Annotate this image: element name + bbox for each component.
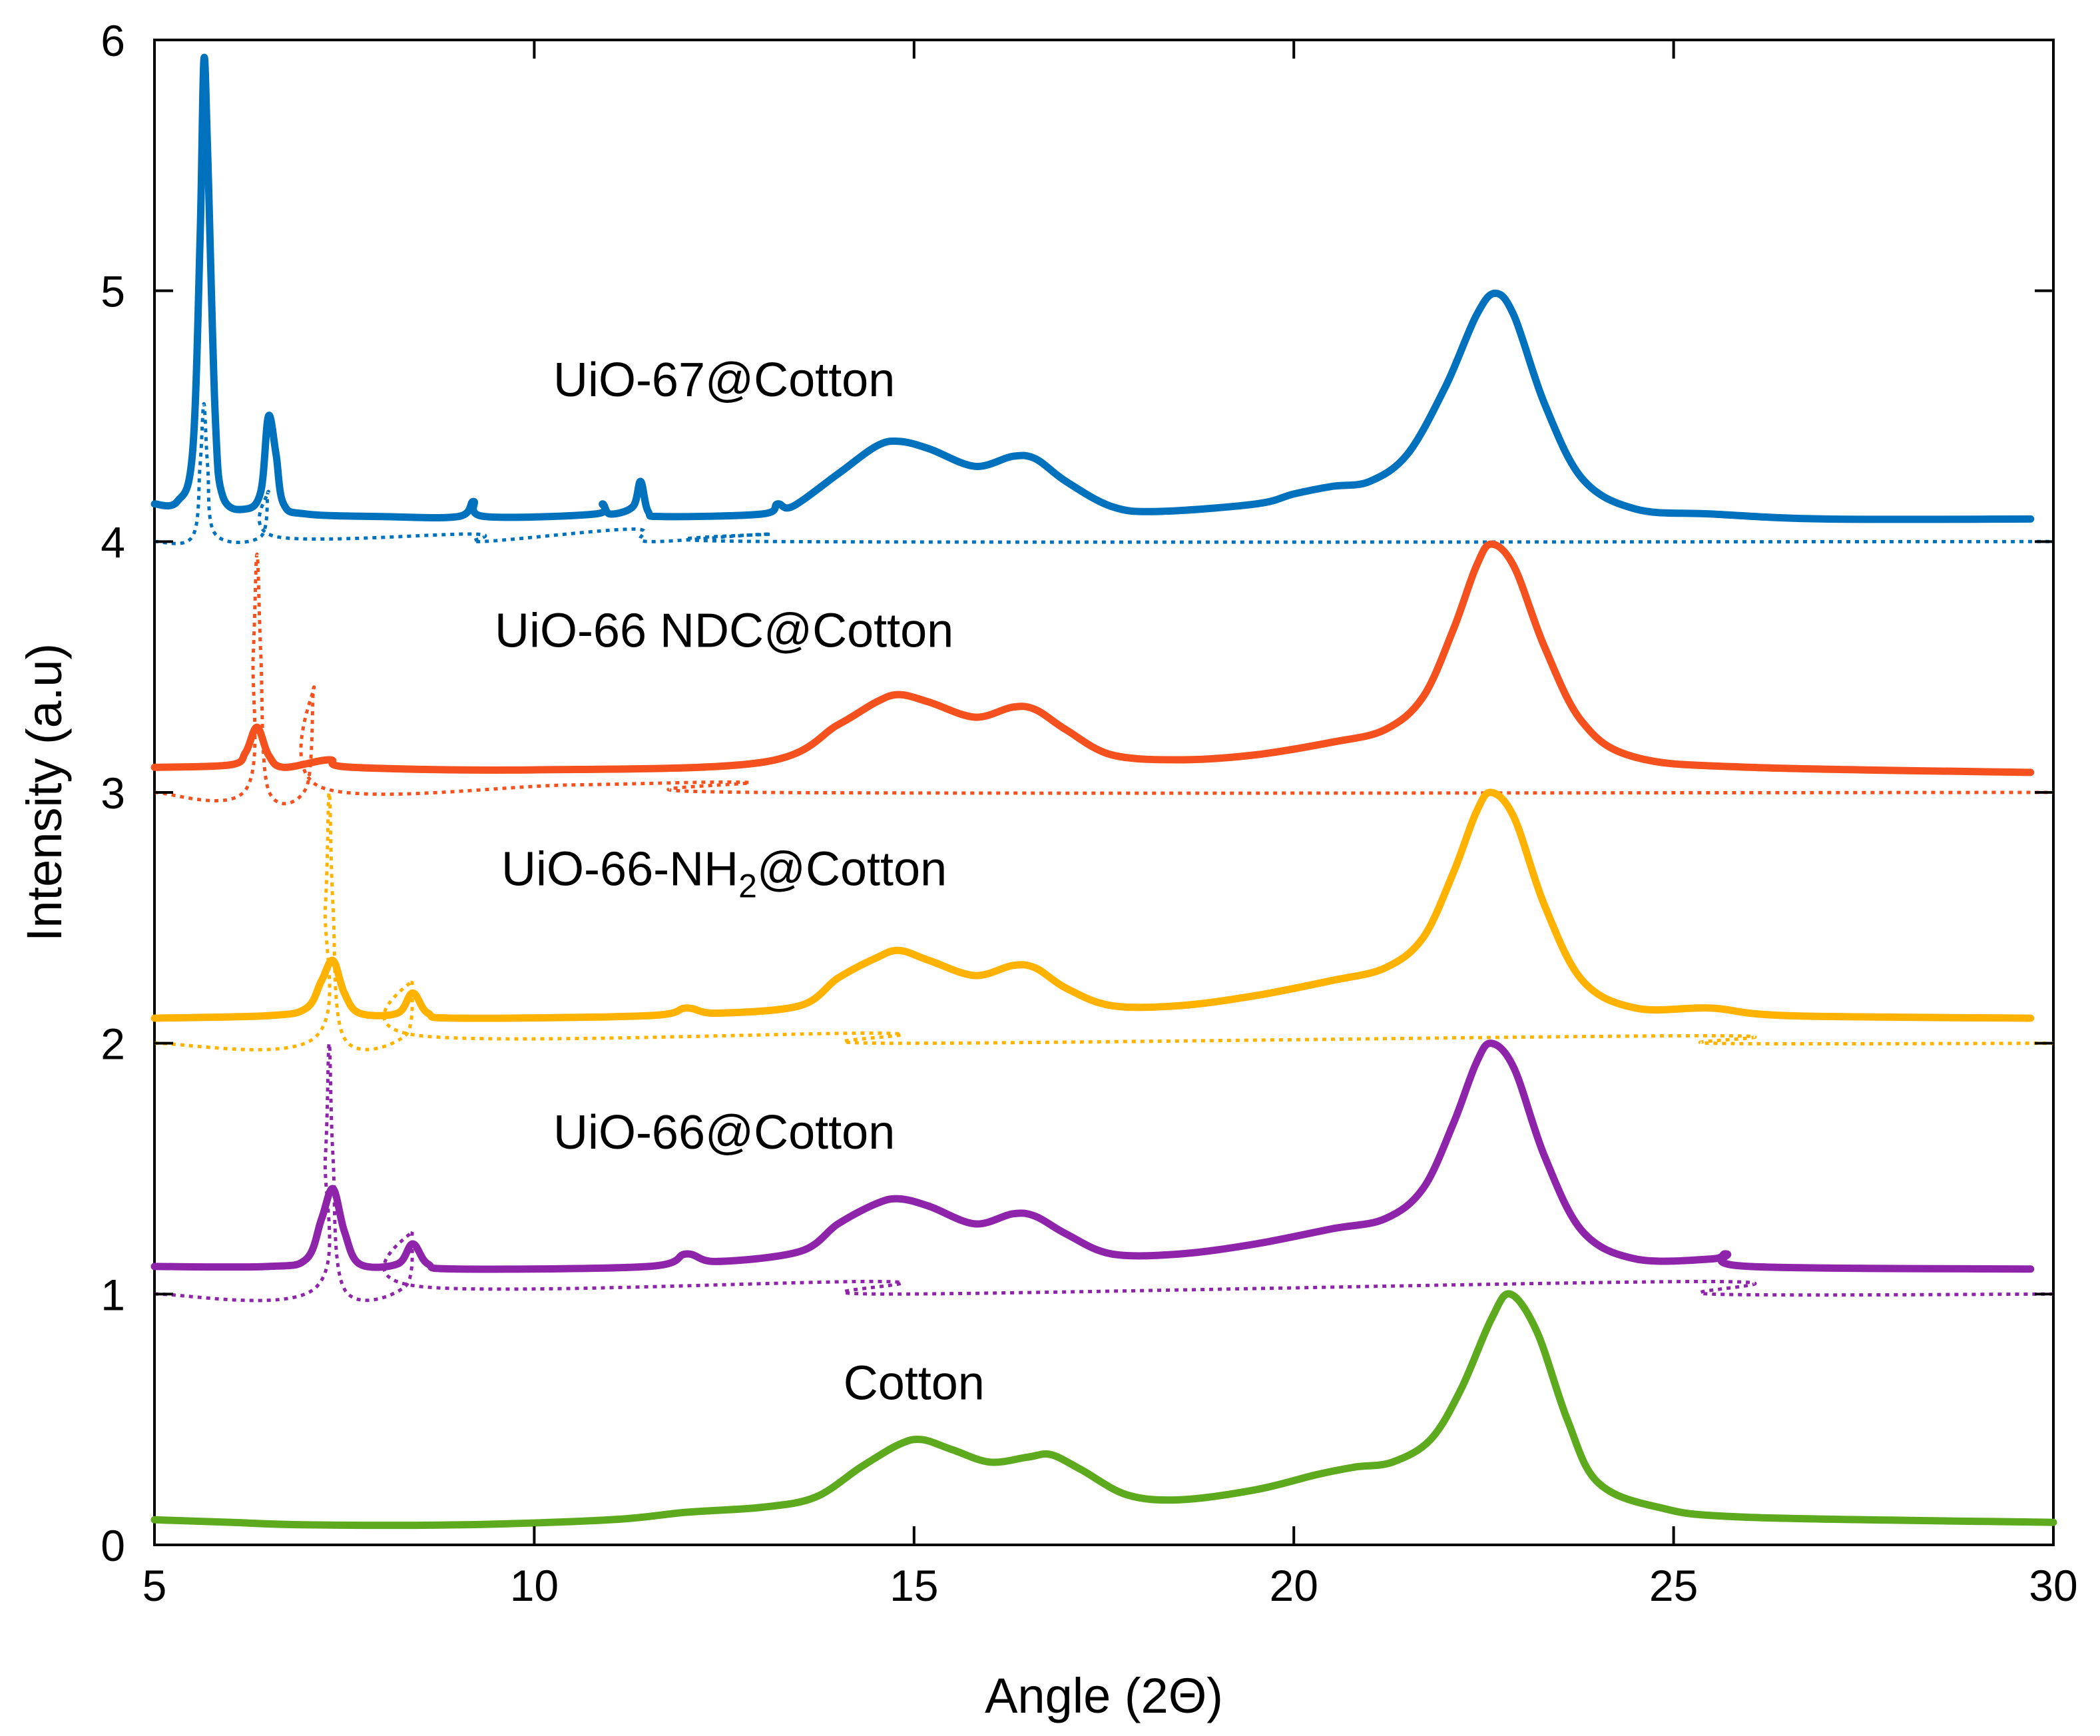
- axis-ticks: [153, 39, 2055, 1546]
- y-tick-label-0: 0: [101, 1521, 125, 1570]
- series-3-reference-line: [154, 1041, 2054, 1302]
- series-0-label: UiO-67@Cotton: [553, 354, 895, 407]
- tick-labels: 5 10 15 20 25 30 0 1 2 3 4 5 6: [101, 16, 2077, 1610]
- y-tick-label-6: 6: [101, 16, 125, 65]
- series-2-label-text: UiO-66-NH: [501, 842, 738, 896]
- y-tick-label-2: 2: [101, 1019, 125, 1069]
- series-traces: [150, 53, 2057, 1530]
- series-2-measured-line: [150, 788, 2035, 1022]
- series-2-reference-line: [154, 790, 2054, 1051]
- y-tick-label-3: 3: [101, 768, 125, 818]
- series-2-label: UiO-66-NH2@Cotton: [501, 842, 947, 904]
- series-1-reference-line: [154, 552, 2054, 806]
- series-3-measured-line: [150, 1039, 2035, 1273]
- series-3-label: UiO-66@Cotton: [553, 1106, 895, 1159]
- series-2-label-suffix: @Cotton: [757, 842, 947, 896]
- x-tick-label-5: 30: [2029, 1561, 2077, 1610]
- x-tick-label-4: 25: [1649, 1561, 1698, 1610]
- series-3-label-text: UiO-66@Cotton: [553, 1106, 895, 1159]
- y-tick-label-4: 4: [101, 517, 125, 567]
- series-0-label-text: UiO-67@Cotton: [553, 354, 895, 407]
- series-1-label: UiO-66 NDC@Cotton: [495, 605, 953, 658]
- y-tick-label-5: 5: [101, 267, 125, 316]
- y-tick-label-1: 1: [101, 1270, 125, 1319]
- series-labels: UiO-67@Cotton UiO-66 NDC@Cotton UiO-66-NH2…: [495, 354, 985, 1410]
- series-1-label-text: UiO-66 NDC@Cotton: [495, 605, 953, 658]
- series-4-label: Cotton: [844, 1357, 985, 1410]
- series-0-reference-line: [154, 402, 2054, 545]
- series-1-measured-line: [150, 540, 2035, 776]
- x-tick-label-2: 15: [890, 1561, 938, 1610]
- x-tick-label-1: 10: [510, 1561, 559, 1610]
- x-axis-title: Angle (2Θ): [985, 1668, 1223, 1723]
- series-4-measured-line: [150, 1290, 2057, 1530]
- x-tick-label-0: 5: [142, 1561, 167, 1610]
- series-4-label-text: Cotton: [844, 1357, 985, 1410]
- y-axis-title: Intensity (a.u): [17, 643, 72, 942]
- series-0-measured-line: [150, 53, 2035, 523]
- x-tick-label-3: 20: [1269, 1561, 1318, 1610]
- series-2-label-subscript: 2: [738, 867, 757, 904]
